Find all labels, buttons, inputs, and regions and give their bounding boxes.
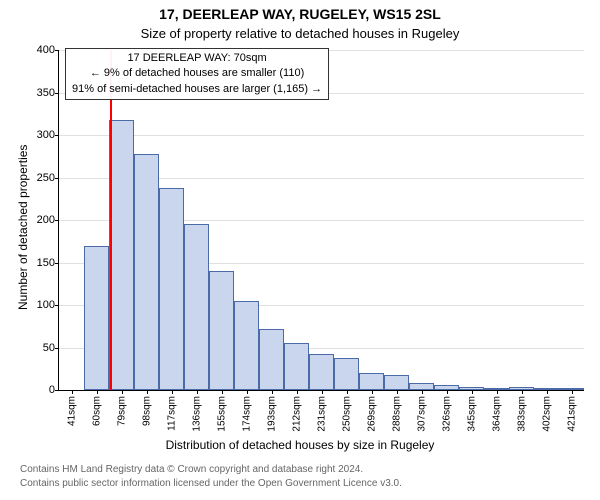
annotation-line2: ← 9% of detached houses are smaller (110…: [72, 66, 322, 81]
xtick-label: 288sqm: [391, 396, 402, 432]
xtick-mark: [522, 390, 523, 394]
marker-line: [110, 50, 112, 390]
annotation-line1: 17 DEERLEAP WAY: 70sqm: [72, 51, 322, 66]
histogram-bar: [109, 120, 134, 390]
xtick-label: 98sqm: [141, 396, 152, 426]
histogram-bar: [134, 154, 159, 390]
xtick-mark: [297, 390, 298, 394]
xtick-label: 402sqm: [541, 396, 552, 432]
xtick-label: 136sqm: [191, 396, 202, 432]
xtick-mark: [472, 390, 473, 394]
xtick-label: 79sqm: [116, 396, 127, 426]
xtick-mark: [347, 390, 348, 394]
xtick-mark: [422, 390, 423, 394]
xtick-label: 193sqm: [266, 396, 277, 432]
ytick-label: 400: [37, 44, 55, 56]
xtick-mark: [147, 390, 148, 394]
histogram-bar: [84, 246, 109, 391]
xtick-mark: [322, 390, 323, 394]
histogram-bar: [509, 387, 534, 390]
xtick-label: 250sqm: [341, 396, 352, 432]
xtick-label: 383sqm: [516, 396, 527, 432]
xtick-mark: [122, 390, 123, 394]
xtick-mark: [72, 390, 73, 394]
histogram-bar: [534, 388, 559, 390]
ytick-mark: [55, 390, 59, 391]
plot-area: 05010015020025030035040041sqm60sqm79sqm9…: [58, 50, 584, 391]
histogram-bar: [484, 388, 509, 390]
footer-line2: Contains public sector information licen…: [20, 478, 402, 489]
xtick-label: 155sqm: [216, 396, 227, 432]
xtick-label: 174sqm: [241, 396, 252, 432]
histogram-bar: [309, 354, 334, 390]
histogram-bar: [359, 373, 384, 390]
histogram-bar: [384, 375, 409, 390]
gridline: [59, 135, 584, 136]
ytick-label: 150: [37, 257, 55, 269]
xtick-label: 60sqm: [91, 396, 102, 426]
histogram-bar: [434, 385, 459, 390]
annotation-line3: 91% of semi-detached houses are larger (…: [72, 82, 322, 97]
ytick-label: 0: [49, 384, 55, 396]
ytick-label: 200: [37, 214, 55, 226]
ytick-label: 350: [37, 87, 55, 99]
xtick-label: 231sqm: [316, 396, 327, 432]
chart-title-description: Size of property relative to detached ho…: [0, 26, 600, 41]
histogram-bar: [459, 387, 484, 390]
histogram-bar: [184, 224, 209, 390]
xtick-mark: [497, 390, 498, 394]
y-axis-title: Number of detached properties: [16, 145, 30, 310]
histogram-bar: [559, 388, 584, 390]
histogram-bar: [409, 383, 434, 390]
xtick-label: 269sqm: [366, 396, 377, 432]
histogram-bar: [209, 271, 234, 390]
footer-line1: Contains HM Land Registry data © Crown c…: [20, 464, 363, 475]
xtick-label: 326sqm: [441, 396, 452, 432]
xtick-mark: [272, 390, 273, 394]
ytick-label: 50: [43, 342, 55, 354]
xtick-mark: [172, 390, 173, 394]
xtick-label: 117sqm: [166, 396, 177, 431]
annotation-box: 17 DEERLEAP WAY: 70sqm ← 9% of detached …: [65, 48, 329, 100]
ytick-label: 100: [37, 299, 55, 311]
histogram-bar: [159, 188, 184, 390]
histogram-bar: [259, 329, 284, 390]
xtick-label: 421sqm: [566, 396, 577, 432]
chart-container: 17, DEERLEAP WAY, RUGELEY, WS15 2SL Size…: [0, 0, 600, 500]
xtick-mark: [222, 390, 223, 394]
ytick-label: 250: [37, 172, 55, 184]
xtick-label: 212sqm: [291, 396, 302, 432]
xtick-label: 41sqm: [66, 396, 77, 426]
xtick-label: 307sqm: [416, 396, 427, 432]
x-axis-title: Distribution of detached houses by size …: [0, 438, 600, 452]
xtick-mark: [372, 390, 373, 394]
xtick-mark: [572, 390, 573, 394]
histogram-bar: [284, 343, 309, 390]
chart-title-address: 17, DEERLEAP WAY, RUGELEY, WS15 2SL: [0, 6, 600, 22]
histogram-bar: [334, 358, 359, 390]
histogram-bar: [234, 301, 259, 390]
xtick-label: 364sqm: [491, 396, 502, 432]
xtick-mark: [547, 390, 548, 394]
xtick-mark: [97, 390, 98, 394]
xtick-label: 345sqm: [466, 396, 477, 432]
ytick-label: 300: [37, 129, 55, 141]
xtick-mark: [447, 390, 448, 394]
xtick-mark: [197, 390, 198, 394]
xtick-mark: [397, 390, 398, 394]
xtick-mark: [247, 390, 248, 394]
